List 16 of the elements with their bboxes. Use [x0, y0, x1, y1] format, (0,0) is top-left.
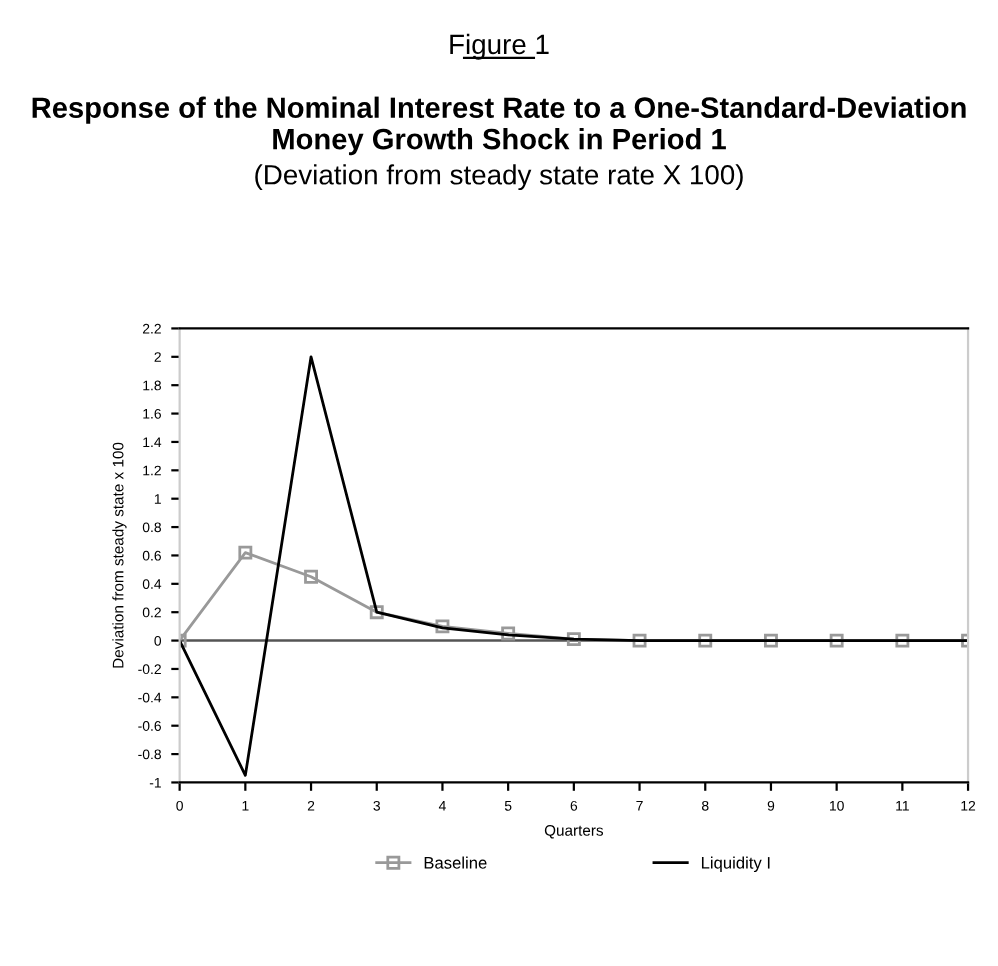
point: [632, 633, 647, 648]
legend-label: Baseline: [424, 856, 487, 869]
point: [304, 569, 318, 584]
chart-subtitle: (Deviation from steady state rate X 100): [255, 164, 743, 191]
legend-label: Liquidity I: [701, 856, 770, 873]
point: [566, 632, 581, 647]
point: [238, 545, 253, 560]
point: [435, 619, 450, 634]
point: [829, 633, 844, 648]
point: [895, 633, 910, 648]
point: [369, 605, 384, 620]
point: [501, 626, 516, 641]
point: [764, 633, 778, 648]
caption: Figure 1: [450, 33, 549, 60]
chart-title: Response of the Nominal Interest Rate to a One-Standard-Deviation Money Growth Shock in Period 1: [32, 96, 966, 156]
point: [698, 633, 713, 648]
